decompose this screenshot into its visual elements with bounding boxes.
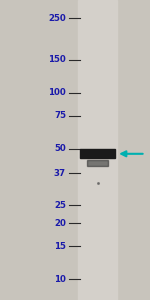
Text: 10: 10 (54, 275, 66, 284)
Text: 25: 25 (54, 200, 66, 209)
Bar (78, 0, 117, 300)
Text: 75: 75 (54, 111, 66, 120)
Text: 50: 50 (54, 144, 66, 153)
Text: 150: 150 (48, 55, 66, 64)
Text: 250: 250 (48, 14, 66, 23)
Bar (87, 160, 108, 166)
Text: 15: 15 (54, 242, 66, 251)
Text: 100: 100 (48, 88, 66, 97)
Bar (80, 149, 115, 158)
Text: 20: 20 (54, 219, 66, 228)
Text: 37: 37 (54, 169, 66, 178)
